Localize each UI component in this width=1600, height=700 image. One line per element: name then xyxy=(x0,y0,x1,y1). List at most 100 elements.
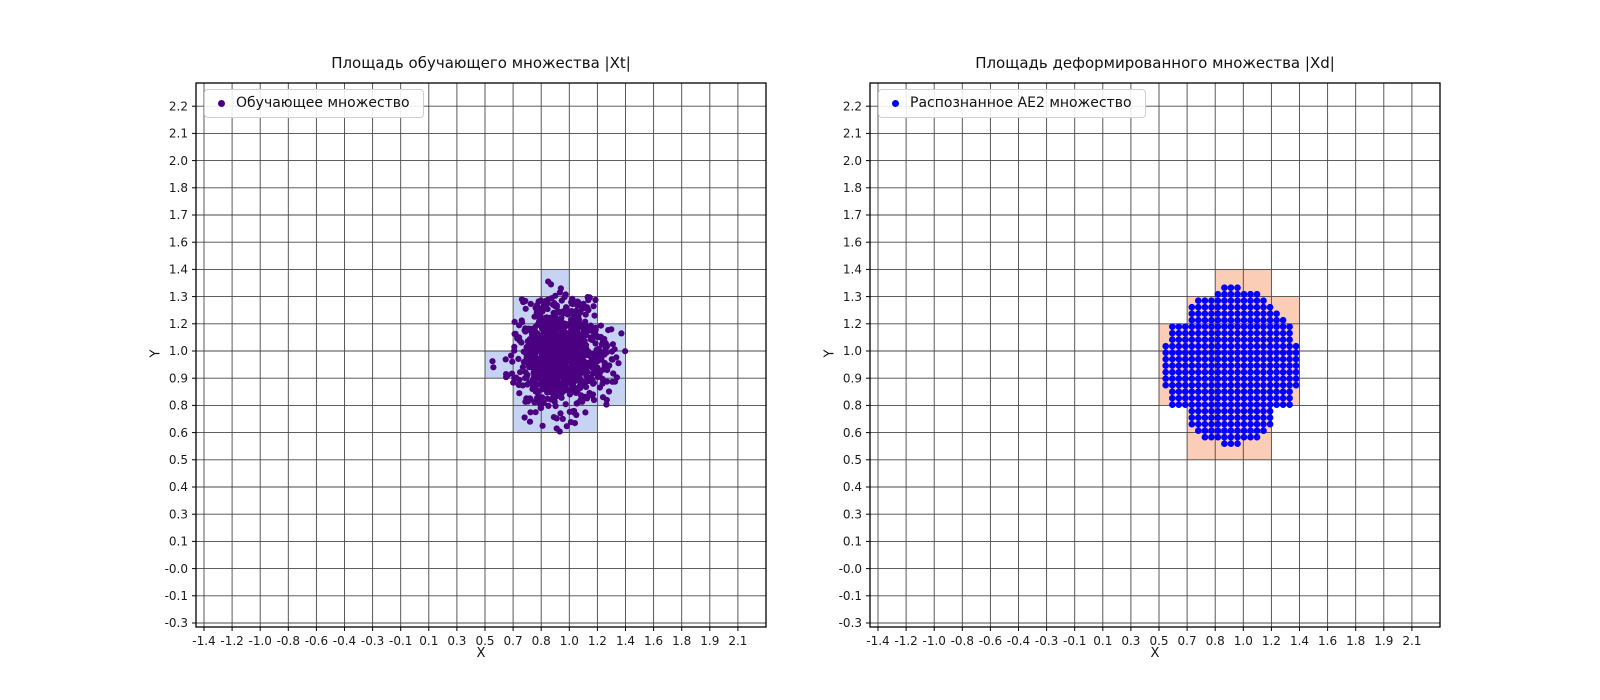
svg-text:2.1: 2.1 xyxy=(169,127,188,141)
svg-text:0.5: 0.5 xyxy=(169,453,188,467)
plot-area-right: -1.4 -1.2 -1.0 -0.8 -0.6 -0.4 -0.3 -0.1 0.1 0.3 0.… xyxy=(839,82,1441,648)
plot-area-left: -1.4 -1.2 -1.0 -0.8 -0.6 -0.4 -0.3 -0.1 0.1 0.3 0.… xyxy=(165,82,767,648)
svg-text:1.8: 1.8 xyxy=(169,181,188,195)
svg-text:0.5: 0.5 xyxy=(475,634,494,648)
svg-text:1.6: 1.6 xyxy=(169,235,188,249)
svg-text:2.0: 2.0 xyxy=(843,154,862,168)
svg-text:0.3: 0.3 xyxy=(843,507,862,521)
y-tick-labels: -0.3 -0.1 -0.0 0.1 0.3 0.4 0.5 0.6 0.8 0.9 1.0 1.2 1… xyxy=(839,99,870,630)
svg-text:-0.6: -0.6 xyxy=(305,634,328,648)
plot-title-left: Площадь обучающего множества |Xt| xyxy=(331,54,631,72)
y-axis-label-left: Y xyxy=(148,349,164,358)
svg-text:1.4: 1.4 xyxy=(843,263,862,277)
grid-lines xyxy=(870,83,1440,627)
svg-text:2.2: 2.2 xyxy=(169,99,188,113)
legend-label-left: Обучающее множество xyxy=(236,95,410,111)
svg-text:0.8: 0.8 xyxy=(532,634,551,648)
svg-text:1.2: 1.2 xyxy=(1262,634,1281,648)
svg-text:1.2: 1.2 xyxy=(169,317,188,331)
plot-title-right: Площадь деформированного множества |Xd| xyxy=(975,54,1335,72)
svg-text:1.8: 1.8 xyxy=(1346,634,1365,648)
legend-marker-dot-right xyxy=(892,99,899,107)
svg-text:-0.3: -0.3 xyxy=(1035,634,1058,648)
axes-frame xyxy=(869,82,1441,628)
x-tick-labels: -1.4 -1.2 -1.0 -0.8 -0.6 -0.4 -0.3 -0.1 0.1 0.3 0.… xyxy=(866,627,1421,648)
svg-text:1.9: 1.9 xyxy=(700,634,719,648)
svg-text:1.6: 1.6 xyxy=(1318,634,1337,648)
svg-text:2.1: 2.1 xyxy=(1402,634,1421,648)
legend-label-right: Распознанное AE2 множество xyxy=(910,95,1132,111)
svg-text:0.8: 0.8 xyxy=(169,399,188,413)
svg-text:1.2: 1.2 xyxy=(588,634,607,648)
svg-text:0.4: 0.4 xyxy=(843,480,862,494)
svg-text:1.3: 1.3 xyxy=(169,290,188,304)
svg-text:1.6: 1.6 xyxy=(843,235,862,249)
svg-text:1.0: 1.0 xyxy=(843,344,862,358)
svg-text:-1.4: -1.4 xyxy=(192,634,215,648)
svg-text:2.2: 2.2 xyxy=(843,99,862,113)
x-axis-label-right: X xyxy=(1150,646,1160,661)
svg-text:0.5: 0.5 xyxy=(1149,634,1168,648)
svg-text:0.3: 0.3 xyxy=(447,634,466,648)
scatter-points xyxy=(489,278,629,435)
svg-text:-0.6: -0.6 xyxy=(979,634,1002,648)
svg-text:-1.2: -1.2 xyxy=(894,634,917,648)
svg-text:0.1: 0.1 xyxy=(419,634,438,648)
svg-text:1.7: 1.7 xyxy=(169,208,188,222)
svg-text:-1.0: -1.0 xyxy=(248,634,271,648)
svg-text:-0.1: -0.1 xyxy=(839,589,862,603)
svg-text:0.8: 0.8 xyxy=(1206,634,1225,648)
svg-text:-0.8: -0.8 xyxy=(951,634,974,648)
svg-text:-0.0: -0.0 xyxy=(165,562,188,576)
legend-left: Обучающее множество xyxy=(204,89,424,118)
svg-text:1.9: 1.9 xyxy=(1374,634,1393,648)
svg-text:1.0: 1.0 xyxy=(169,344,188,358)
svg-text:2.1: 2.1 xyxy=(728,634,747,648)
svg-text:-0.4: -0.4 xyxy=(333,634,356,648)
svg-text:0.5: 0.5 xyxy=(843,453,862,467)
svg-text:0.9: 0.9 xyxy=(169,371,188,385)
subplot-right: Площадь деформированного множества |Xd| … xyxy=(804,40,1464,690)
y-tick-labels: -0.3 -0.1 -0.0 0.1 0.3 0.4 0.5 0.6 0.8 0.9 1.0 1.2 1… xyxy=(165,99,196,630)
svg-text:-1.4: -1.4 xyxy=(866,634,889,648)
grid-lines xyxy=(196,83,766,627)
svg-text:0.8: 0.8 xyxy=(843,399,862,413)
svg-text:1.4: 1.4 xyxy=(616,634,635,648)
svg-text:1.3: 1.3 xyxy=(843,290,862,304)
svg-text:-0.3: -0.3 xyxy=(165,616,188,630)
x-axis-label-left: X xyxy=(476,646,486,661)
svg-text:-1.2: -1.2 xyxy=(220,634,243,648)
svg-text:0.7: 0.7 xyxy=(1178,634,1197,648)
svg-text:1.4: 1.4 xyxy=(169,263,188,277)
svg-text:1.0: 1.0 xyxy=(1234,634,1253,648)
legend-marker-dot-left xyxy=(218,99,225,107)
svg-text:1.0: 1.0 xyxy=(560,634,579,648)
svg-text:1.2: 1.2 xyxy=(843,317,862,331)
scatter-points xyxy=(1162,284,1300,448)
svg-text:1.8: 1.8 xyxy=(843,181,862,195)
legend-right: Распознанное AE2 множество xyxy=(878,89,1146,118)
svg-text:0.3: 0.3 xyxy=(169,507,188,521)
svg-text:0.9: 0.9 xyxy=(843,371,862,385)
x-tick-labels: -1.4 -1.2 -1.0 -0.8 -0.6 -0.4 -0.3 -0.1 0.1 0.3 0.… xyxy=(192,627,747,648)
svg-text:0.6: 0.6 xyxy=(169,426,188,440)
svg-text:1.8: 1.8 xyxy=(672,634,691,648)
svg-text:-0.3: -0.3 xyxy=(361,634,384,648)
svg-text:0.1: 0.1 xyxy=(1093,634,1112,648)
svg-text:-0.1: -0.1 xyxy=(1063,634,1086,648)
svg-text:2.1: 2.1 xyxy=(843,127,862,141)
svg-text:0.4: 0.4 xyxy=(169,480,188,494)
svg-text:2.0: 2.0 xyxy=(169,154,188,168)
svg-text:1.4: 1.4 xyxy=(1290,634,1309,648)
svg-text:-0.4: -0.4 xyxy=(1007,634,1030,648)
svg-text:0.7: 0.7 xyxy=(504,634,523,648)
svg-text:0.6: 0.6 xyxy=(843,426,862,440)
y-axis-label-right: Y xyxy=(822,349,838,358)
svg-text:-0.1: -0.1 xyxy=(389,634,412,648)
svg-text:0.1: 0.1 xyxy=(169,535,188,549)
svg-text:-0.8: -0.8 xyxy=(277,634,300,648)
svg-text:-0.1: -0.1 xyxy=(165,589,188,603)
svg-text:-0.0: -0.0 xyxy=(839,562,862,576)
svg-text:1.7: 1.7 xyxy=(843,208,862,222)
